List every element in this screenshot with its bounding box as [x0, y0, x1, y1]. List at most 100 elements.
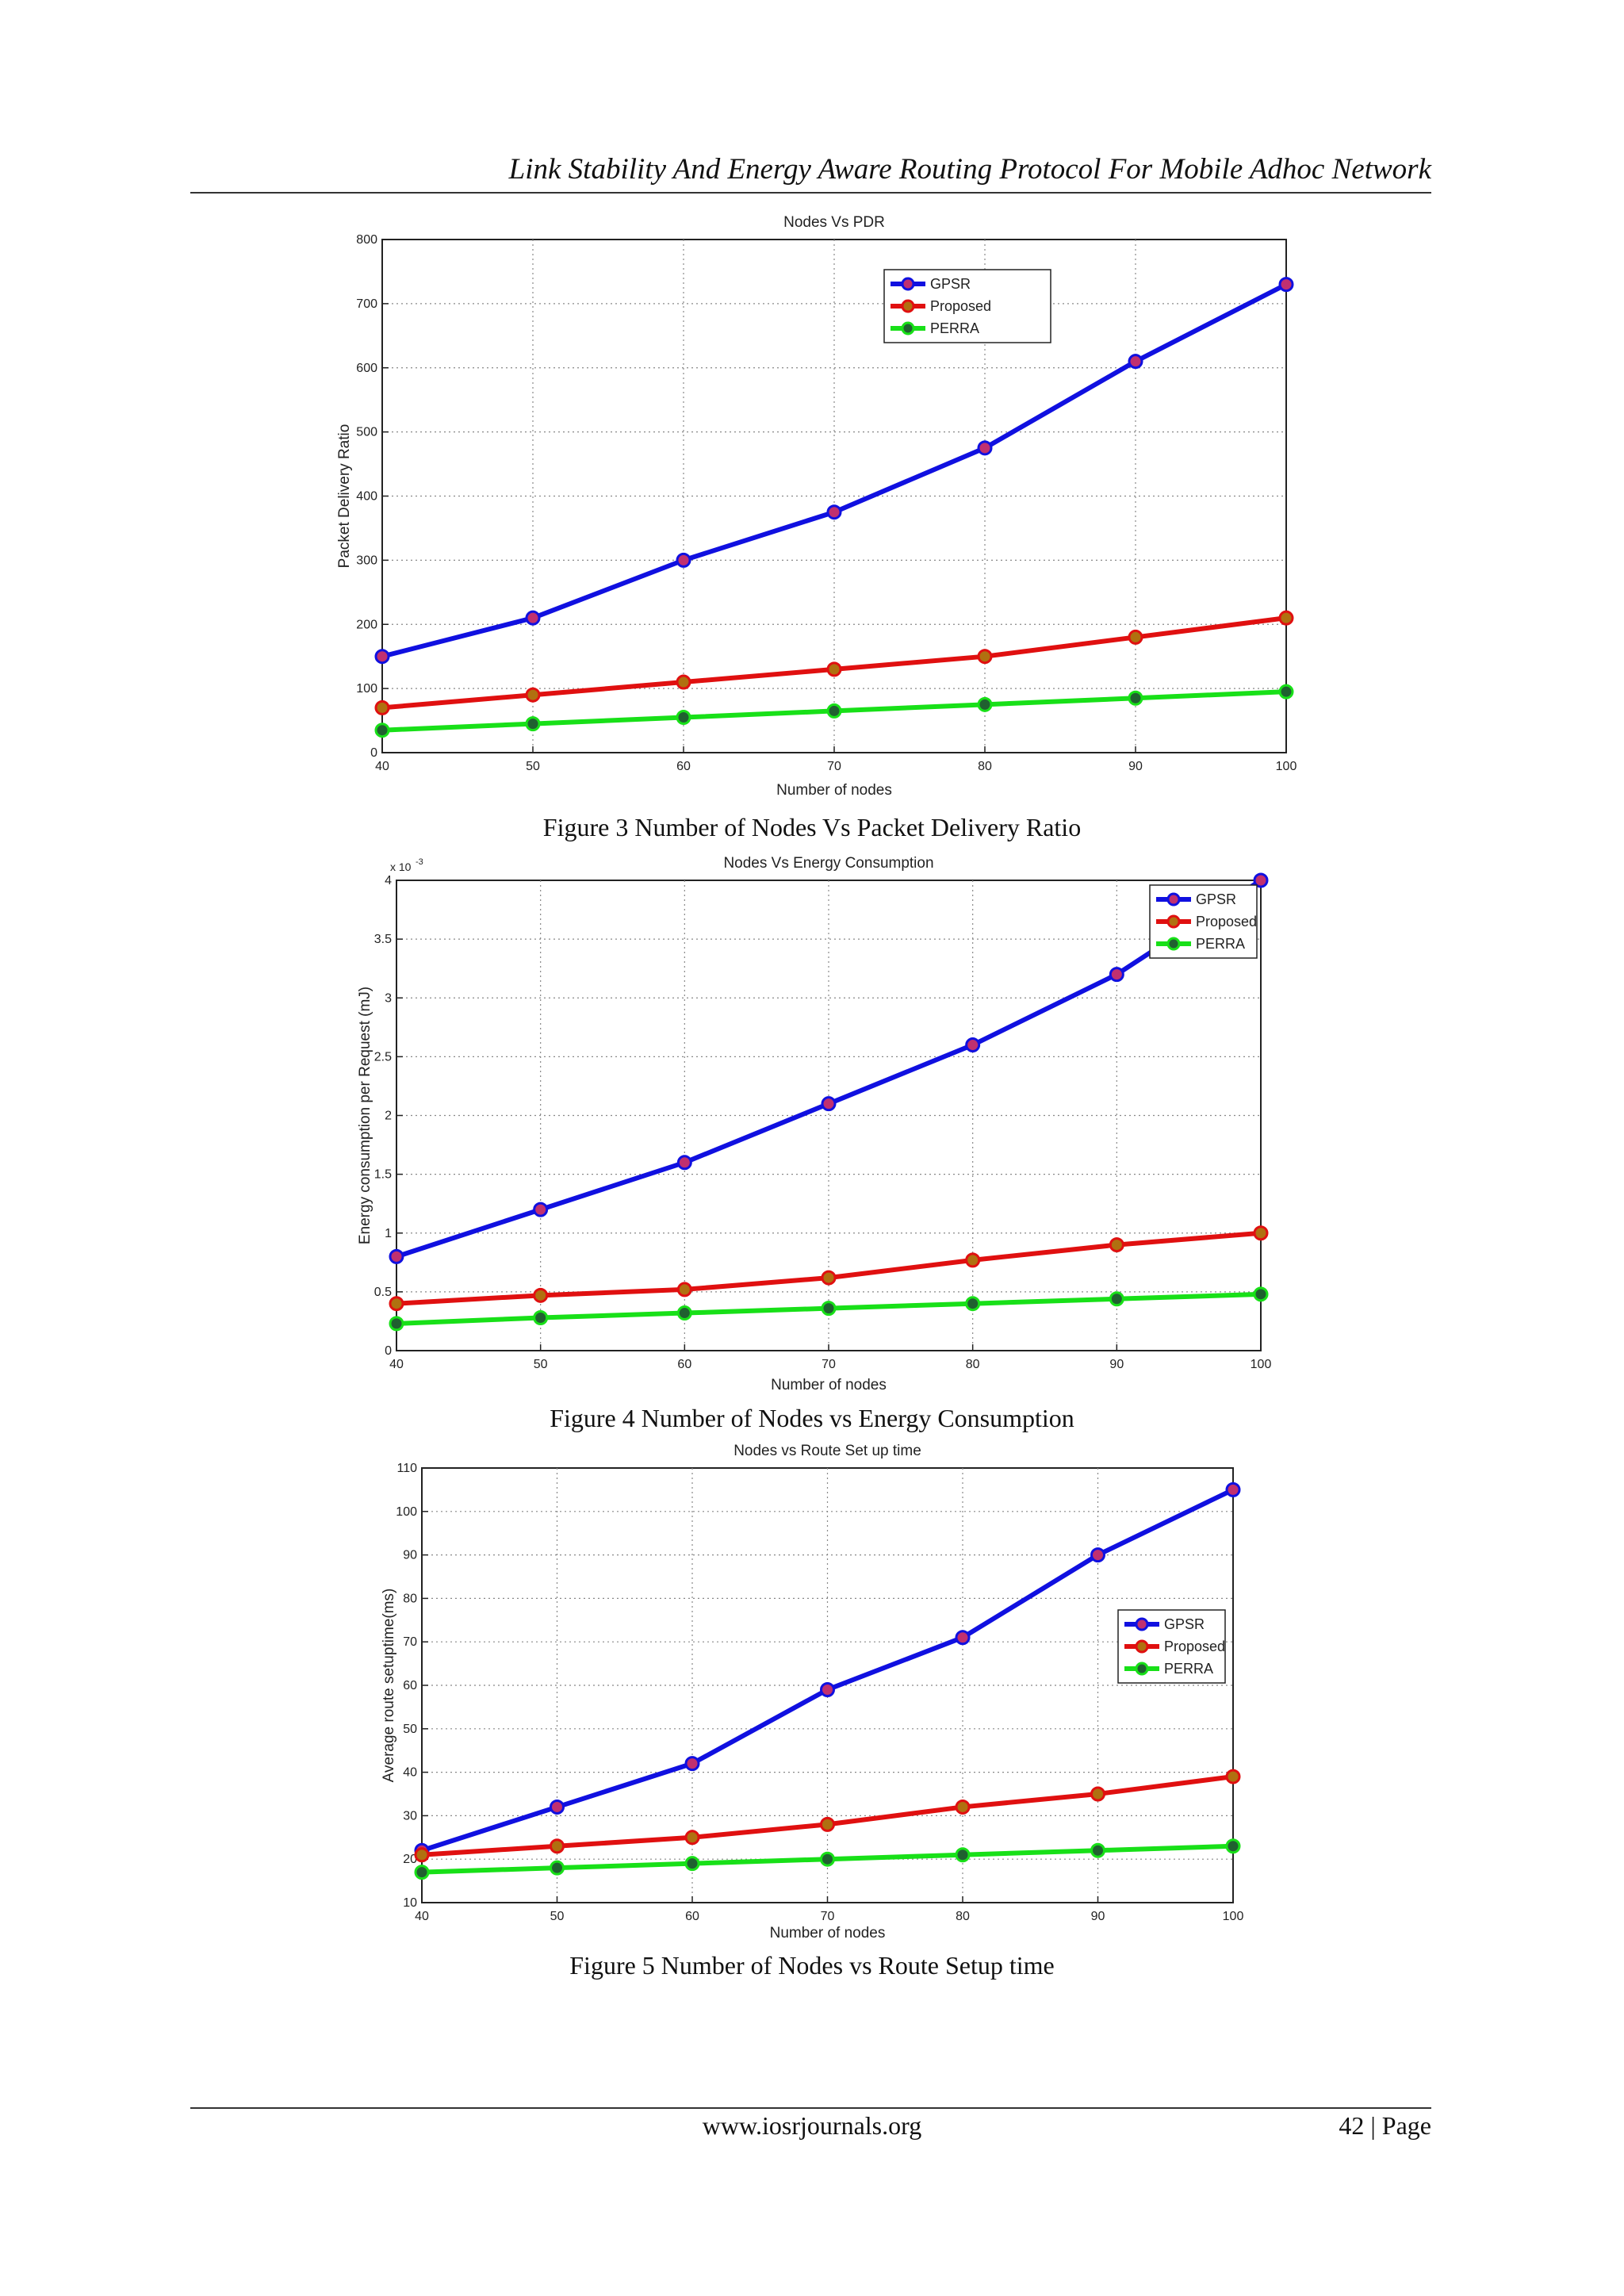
- x-tick-label: 50: [550, 1910, 565, 1923]
- data-point-proposed: [1109, 1237, 1124, 1253]
- y-tick-label: 300: [356, 554, 377, 567]
- data-point-gpsr: [389, 1248, 404, 1264]
- legend-marker-perra: [901, 321, 915, 335]
- data-point-gpsr: [977, 440, 993, 456]
- x-tick-label: 40: [375, 760, 389, 773]
- y-exponent-power: -3: [416, 857, 423, 867]
- data-point-gpsr: [965, 1037, 981, 1053]
- data-point-perra: [820, 1851, 835, 1867]
- x-tick-label: 60: [677, 1358, 691, 1371]
- data-point-perra: [1225, 1838, 1241, 1854]
- y-axis-label: Average route setuptime(ms): [381, 1589, 397, 1783]
- y-tick-label: 4: [385, 874, 392, 887]
- data-point-proposed: [1253, 1225, 1269, 1241]
- y-axis-label: Energy consumption per Request (mJ): [357, 987, 373, 1244]
- chart-title: Nodes Vs PDR: [783, 214, 885, 231]
- y-tick-label: 1.5: [374, 1168, 392, 1182]
- data-point-proposed: [533, 1287, 549, 1303]
- data-point-perra: [676, 1305, 692, 1321]
- data-point-perra: [533, 1309, 549, 1325]
- data-point-gpsr: [1128, 354, 1143, 370]
- legend-marker-perra: [1166, 937, 1181, 951]
- legend-marker-gpsr: [901, 277, 915, 291]
- legend-label-perra: PERRA: [1196, 936, 1245, 952]
- chart-nodes-vs-pdr: 40 50 60 70 80 90 100 0 100 200 300 400 500 600 700 800…: [336, 214, 1297, 799]
- figure-5-caption: Figure 5 Number of Nodes vs Route Setup …: [569, 1951, 1055, 1980]
- header-rule: [190, 192, 1431, 194]
- data-point-perra: [684, 1856, 700, 1872]
- x-tick-label: 90: [1128, 760, 1143, 773]
- data-point-gpsr: [374, 649, 390, 665]
- legend-label-perra: PERRA: [930, 320, 979, 336]
- x-tick-label: 90: [1091, 1910, 1105, 1923]
- legend-label-gpsr: GPSR: [1164, 1616, 1205, 1632]
- chart-nodes-vs-route-setup: 40 50 60 70 80 90 100 10 20 30 40 50 60 70 80 90 100 110 N…: [381, 1443, 1244, 1941]
- y-axis-label: Packet Delivery Ratio: [336, 424, 353, 569]
- data-point-perra: [414, 1865, 430, 1880]
- running-header: Link Stability And Energy Aware Routing …: [508, 153, 1431, 186]
- data-point-proposed: [414, 1847, 430, 1863]
- x-tick-label: 70: [827, 760, 841, 773]
- data-point-proposed: [374, 700, 390, 715]
- data-point-perra: [374, 723, 390, 738]
- data-point-proposed: [820, 1816, 835, 1832]
- x-tick-label: 100: [1223, 1910, 1244, 1923]
- data-point-gpsr: [533, 1202, 549, 1217]
- figure-4-caption: Figure 4 Number of Nodes vs Energy Consu…: [550, 1404, 1074, 1432]
- y-tick-label: 0: [370, 746, 377, 760]
- legend-marker-gpsr: [1135, 1617, 1149, 1631]
- data-point-proposed: [1278, 610, 1294, 626]
- y-tick-label: 80: [403, 1592, 417, 1605]
- x-axis-label: Number of nodes: [776, 782, 892, 799]
- y-tick-label: 10: [403, 1896, 417, 1910]
- legend-marker-perra: [1135, 1662, 1149, 1676]
- data-point-gpsr: [1225, 1481, 1241, 1497]
- y-tick-label: 70: [403, 1635, 417, 1649]
- data-point-gpsr: [820, 1681, 835, 1697]
- y-tick-label: 600: [356, 362, 377, 375]
- y-tick-label: 0: [385, 1344, 392, 1358]
- y-tick-label: 1: [385, 1227, 392, 1240]
- data-point-perra: [1128, 690, 1143, 706]
- data-point-perra: [1253, 1286, 1269, 1302]
- data-point-proposed: [676, 674, 691, 690]
- legend-marker-proposed: [901, 299, 915, 313]
- y-tick-label: 90: [403, 1549, 417, 1562]
- data-point-gpsr: [1090, 1547, 1105, 1563]
- data-point-gpsr: [676, 552, 691, 568]
- legend-label-proposed: Proposed: [930, 298, 991, 314]
- x-axis-label: Number of nodes: [771, 1377, 887, 1393]
- x-tick-label: 80: [966, 1358, 980, 1371]
- data-point-gpsr: [955, 1630, 971, 1646]
- y-tick-label: 40: [403, 1766, 417, 1780]
- chart-title: Nodes Vs Energy Consumption: [723, 855, 933, 872]
- data-point-proposed: [684, 1830, 700, 1846]
- y-tick-label: 0.5: [374, 1286, 392, 1299]
- legend-label-proposed: Proposed: [1164, 1639, 1225, 1654]
- x-tick-label: 40: [389, 1358, 404, 1371]
- y-tick-label: 400: [356, 490, 377, 504]
- data-point-gpsr: [684, 1756, 700, 1772]
- y-tick-label: 200: [356, 618, 377, 631]
- data-point-perra: [550, 1860, 565, 1876]
- data-point-proposed: [826, 661, 842, 677]
- x-axis-label: Number of nodes: [770, 1925, 886, 1941]
- data-point-perra: [826, 703, 842, 719]
- data-point-gpsr: [1253, 872, 1269, 888]
- y-tick-label: 800: [356, 233, 377, 247]
- y-tick-label: 30: [403, 1809, 417, 1823]
- x-tick-label: 70: [822, 1358, 836, 1371]
- data-point-gpsr: [1278, 277, 1294, 293]
- data-point-gpsr: [1109, 967, 1124, 983]
- data-point-gpsr: [826, 504, 842, 520]
- data-point-gpsr: [550, 1799, 565, 1815]
- x-tick-label: 50: [534, 1358, 548, 1371]
- data-point-perra: [1278, 684, 1294, 700]
- data-point-proposed: [676, 1282, 692, 1297]
- x-tick-label: 80: [956, 1910, 970, 1923]
- legend-marker-gpsr: [1166, 892, 1181, 907]
- y-tick-label: 110: [396, 1462, 417, 1475]
- data-point-perra: [977, 696, 993, 712]
- data-point-perra: [965, 1296, 981, 1312]
- data-point-perra: [955, 1847, 971, 1863]
